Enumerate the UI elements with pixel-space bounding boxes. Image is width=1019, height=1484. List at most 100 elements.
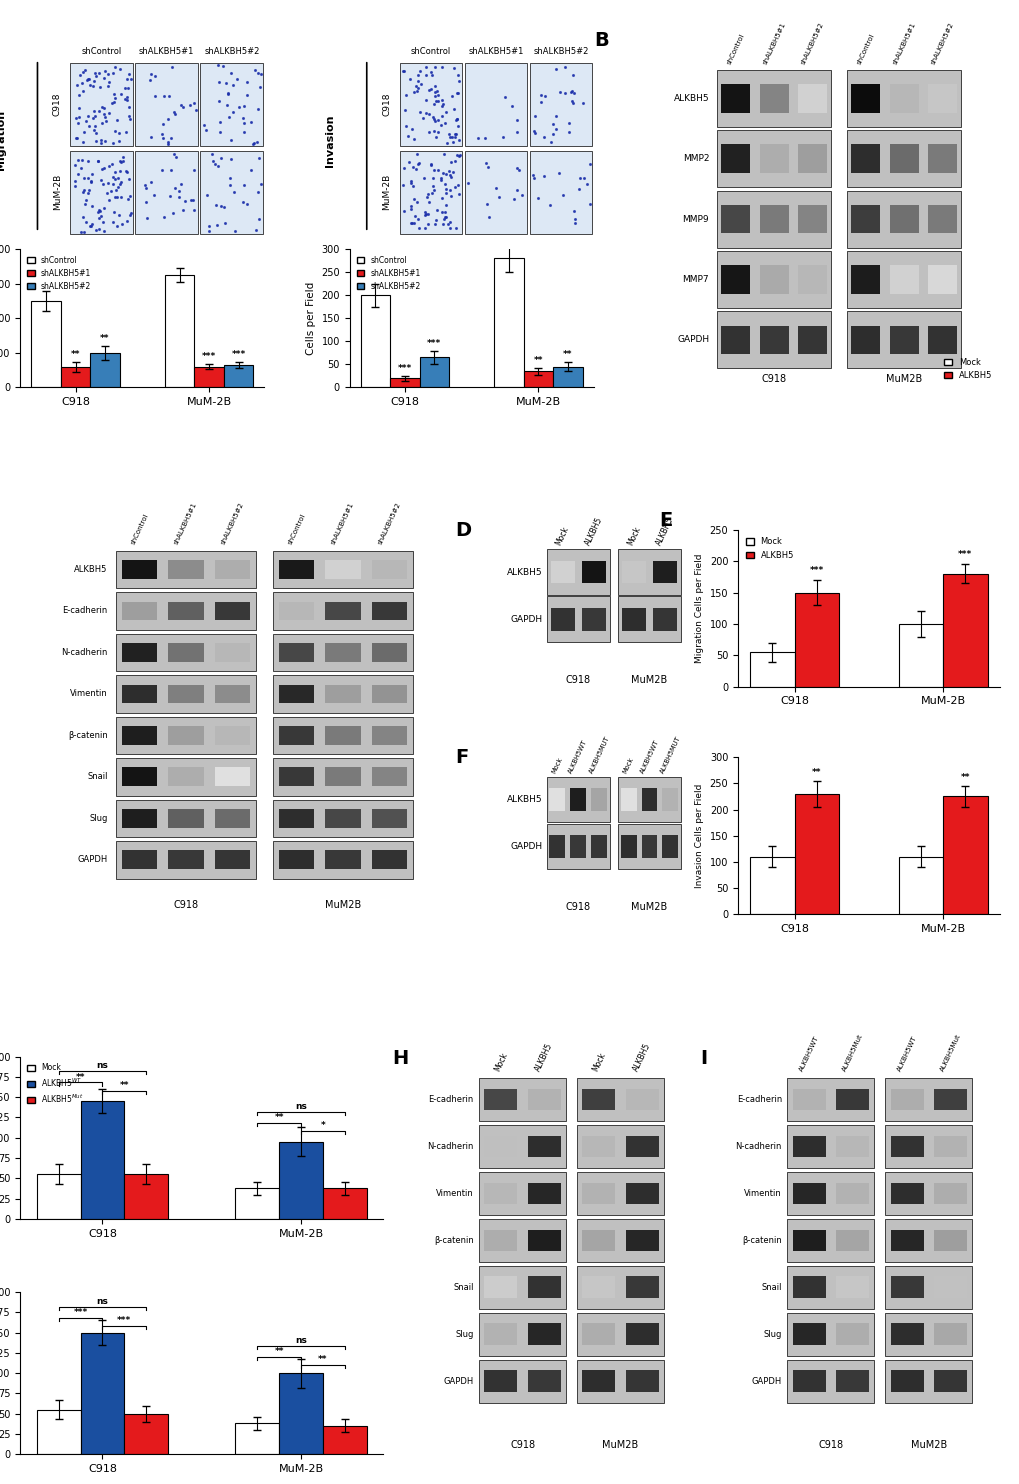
- Point: [508, 108, 525, 132]
- Point: [93, 128, 109, 151]
- Bar: [121, 559, 157, 579]
- Point: [185, 157, 202, 181]
- Text: ***: ***: [958, 551, 971, 559]
- Point: [526, 119, 542, 142]
- Point: [412, 99, 428, 123]
- Point: [450, 144, 467, 168]
- Point: [442, 150, 459, 174]
- Text: Vimentin: Vimentin: [69, 690, 107, 699]
- Point: [437, 177, 453, 200]
- Point: [243, 159, 259, 183]
- Bar: [836, 1276, 868, 1298]
- Point: [429, 89, 445, 113]
- Point: [87, 104, 103, 128]
- Point: [112, 160, 128, 184]
- Bar: [484, 1135, 517, 1158]
- Point: [403, 197, 419, 221]
- Point: [68, 126, 85, 150]
- Bar: [116, 675, 256, 712]
- Point: [494, 126, 511, 150]
- Point: [155, 85, 171, 108]
- Point: [238, 191, 255, 215]
- Bar: [582, 1183, 614, 1204]
- Point: [201, 220, 217, 243]
- Bar: [626, 1135, 658, 1158]
- Point: [220, 83, 236, 107]
- Bar: [582, 1324, 614, 1345]
- Point: [426, 178, 442, 202]
- Point: [92, 217, 108, 240]
- Bar: [836, 1183, 868, 1204]
- Point: [425, 92, 441, 116]
- Point: [449, 114, 466, 138]
- Text: Slug: Slug: [763, 1330, 782, 1339]
- Point: [107, 119, 123, 142]
- Bar: [884, 1172, 971, 1215]
- Point: [246, 132, 262, 156]
- Point: [122, 67, 139, 91]
- Text: MMP9: MMP9: [682, 215, 708, 224]
- Bar: [528, 1370, 560, 1392]
- Point: [525, 163, 541, 187]
- Point: [444, 160, 461, 184]
- Point: [508, 156, 525, 180]
- Bar: [626, 1183, 658, 1204]
- Bar: [652, 608, 677, 631]
- Bar: [787, 1266, 873, 1309]
- Point: [99, 181, 115, 205]
- Point: [395, 59, 412, 83]
- Bar: [836, 1230, 868, 1251]
- Bar: [278, 850, 314, 870]
- Bar: [390, 378, 419, 387]
- Bar: [70, 64, 132, 145]
- Point: [103, 178, 119, 202]
- Text: ALKBH5WT: ALKBH5WT: [638, 739, 659, 775]
- Bar: [618, 549, 681, 595]
- Bar: [325, 726, 361, 745]
- Point: [94, 157, 110, 181]
- Bar: [372, 726, 407, 745]
- Point: [119, 187, 136, 211]
- Point: [441, 125, 458, 148]
- Point: [404, 117, 420, 141]
- Point: [88, 114, 104, 138]
- Text: **: **: [811, 767, 820, 776]
- Y-axis label: Invasion Cells per Field: Invasion Cells per Field: [695, 784, 703, 887]
- Bar: [278, 601, 314, 620]
- Point: [111, 120, 127, 144]
- Point: [447, 217, 464, 240]
- Point: [487, 175, 503, 199]
- Bar: [577, 1266, 663, 1309]
- Point: [433, 89, 449, 113]
- Bar: [884, 1359, 971, 1402]
- Point: [243, 110, 259, 134]
- Point: [429, 108, 445, 132]
- Bar: [61, 367, 90, 387]
- Bar: [279, 1373, 323, 1454]
- Bar: [792, 1089, 825, 1110]
- Bar: [851, 205, 879, 233]
- Point: [395, 156, 412, 180]
- Point: [427, 125, 443, 148]
- Point: [503, 93, 520, 117]
- Bar: [273, 841, 413, 879]
- Bar: [933, 1089, 966, 1110]
- Point: [406, 128, 422, 151]
- Point: [74, 181, 91, 205]
- Point: [480, 205, 496, 229]
- Bar: [546, 776, 609, 822]
- Point: [113, 186, 129, 209]
- Point: [435, 142, 451, 166]
- Text: MuM2B: MuM2B: [910, 1441, 946, 1450]
- Point: [435, 206, 451, 230]
- Text: MuM2B: MuM2B: [631, 675, 667, 686]
- Point: [222, 166, 238, 190]
- Point: [433, 93, 449, 117]
- Point: [92, 199, 108, 223]
- Point: [423, 77, 439, 101]
- Point: [99, 171, 115, 194]
- Bar: [195, 367, 223, 387]
- Bar: [661, 835, 678, 858]
- Bar: [484, 1230, 517, 1251]
- Bar: [124, 1174, 168, 1218]
